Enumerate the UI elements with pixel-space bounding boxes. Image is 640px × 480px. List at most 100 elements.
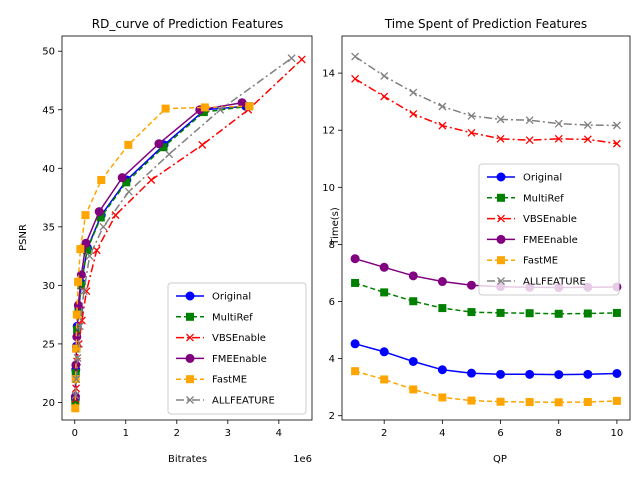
data-point-allfeature — [287, 54, 296, 63]
data-point-fastme — [351, 367, 360, 376]
data-point-allfeature — [380, 72, 389, 80]
legend-box — [478, 163, 620, 296]
data-point-fastme — [71, 404, 80, 413]
data-point-vbsenable — [198, 140, 207, 149]
data-point-multiref — [525, 309, 534, 318]
data-point-original — [408, 356, 418, 366]
data-point-vbsenable — [467, 128, 476, 137]
data-point-original — [466, 368, 476, 378]
time-spent-chart: Time Spent of Prediction Features QP Tim… — [322, 17, 631, 465]
data-point-fastme — [97, 176, 106, 184]
rd-chart-x-scale-label: 1e6 — [293, 454, 312, 465]
data-point-fmeenable — [350, 254, 360, 264]
legend-marker-vbsenable — [497, 214, 505, 223]
data-point-allfeature — [124, 187, 133, 196]
x-tick-label: 0 — [72, 428, 78, 439]
legend-marker-multiref — [186, 312, 194, 321]
legend-label-vbsenable: VBSEnable — [523, 214, 577, 225]
y-tick-label: 50 — [42, 47, 55, 58]
data-point-allfeature — [467, 111, 476, 120]
data-point-fastme — [81, 211, 90, 220]
y-tick-label: 30 — [42, 281, 55, 292]
data-point-fmeenable — [73, 300, 83, 310]
data-point-original — [612, 368, 622, 378]
legend-label-fmeenable: FMEEnable — [212, 354, 267, 365]
series-line-vbsenable — [354, 78, 618, 145]
legend-marker-fmeenable — [185, 353, 195, 363]
legend-label-allfeature: ALLFEATURE — [212, 396, 275, 407]
axes-frame — [61, 35, 313, 421]
data-point-multiref — [467, 308, 476, 317]
legend-marker-fastme — [497, 256, 505, 265]
x-tick-label: 2 — [381, 428, 387, 439]
y-tick-label: 2 — [329, 411, 335, 422]
data-point-allfeature — [351, 52, 360, 61]
data-point-allfeature — [71, 391, 80, 400]
x-tick-label: 8 — [556, 428, 562, 439]
rd-curve-chart: RD_curve of Prediction Features Bitrates… — [18, 17, 313, 465]
legend-marker-multiref — [497, 193, 505, 202]
y-tick-label: 10 — [322, 183, 335, 194]
data-point-fastme — [74, 277, 83, 286]
data-point-allfeature — [525, 116, 534, 125]
data-point-allfeature — [75, 322, 84, 331]
data-point-fmeenable — [437, 277, 447, 287]
data-point-fmeenable — [466, 280, 476, 290]
data-point-fastme — [200, 103, 209, 112]
legend-marker-original — [185, 291, 195, 301]
series-line-original — [354, 343, 617, 376]
x-tick-label: 4 — [276, 428, 282, 439]
time-chart-xlabel: QP — [493, 454, 507, 465]
data-point-multiref — [583, 309, 592, 318]
rd-chart-xlabel: Bitrates — [168, 454, 207, 465]
y-tick-label: 12 — [322, 126, 335, 137]
data-point-fmeenable — [237, 98, 247, 108]
legend-marker-vbsenable — [186, 333, 194, 342]
data-point-original — [583, 369, 593, 379]
data-point-allfeature — [612, 121, 621, 130]
y-tick-label: 35 — [42, 222, 55, 233]
legend-label-original: Original — [523, 173, 562, 184]
data-point-allfeature — [496, 115, 505, 124]
data-point-allfeature — [73, 353, 82, 362]
data-point-allfeature — [85, 252, 94, 261]
data-point-fastme — [161, 104, 170, 113]
legend-label-fastme: FastME — [523, 256, 558, 267]
data-point-original — [350, 339, 360, 349]
data-point-multiref — [496, 308, 505, 317]
data-point-multiref — [409, 297, 418, 306]
x-tick-label: 3 — [225, 428, 231, 439]
time-chart-title: Time Spent of Prediction Features — [384, 17, 587, 31]
series-line-allfeature — [354, 55, 617, 127]
time-chart-ylabel: Time(s) — [330, 207, 341, 246]
y-tick-label: 40 — [42, 164, 55, 175]
data-point-fmeenable — [408, 271, 418, 281]
data-point-multiref — [380, 288, 389, 297]
data-point-fastme — [496, 397, 505, 406]
data-point-original — [437, 365, 447, 375]
data-point-fastme — [409, 385, 418, 394]
legend-label-vbsenable: VBSEnable — [212, 333, 266, 344]
legend-label-allfeature: ALLFEATURE — [523, 277, 586, 288]
series-line-fastme — [74, 105, 250, 409]
data-point-allfeature — [554, 119, 563, 128]
data-point-fastme — [380, 375, 389, 384]
y-tick-label: 25 — [42, 339, 55, 350]
rd-chart-title: RD_curve of Prediction Features — [92, 17, 283, 31]
legend-label-multiref: MultiRef — [212, 312, 253, 323]
data-point-allfeature — [79, 287, 88, 296]
data-point-allfeature — [165, 150, 174, 159]
data-point-fastme — [525, 398, 534, 407]
data-point-vbsenable — [380, 92, 389, 101]
data-point-multiref — [351, 278, 360, 287]
y-tick-label: 6 — [329, 297, 335, 308]
y-tick-label: 45 — [42, 105, 55, 116]
data-point-vbsenable — [496, 134, 505, 143]
time-plot-area: 2 4 6 8 10 2 4 6 8 10 12 14 Original MultiRef VBSEnabl… — [322, 35, 631, 439]
data-point-fastme — [72, 344, 81, 353]
y-tick-label: 4 — [329, 354, 335, 365]
data-point-vbsenable — [297, 55, 306, 64]
legend-label-multiref: MultiRef — [523, 193, 564, 204]
data-point-vbsenable — [409, 109, 418, 118]
